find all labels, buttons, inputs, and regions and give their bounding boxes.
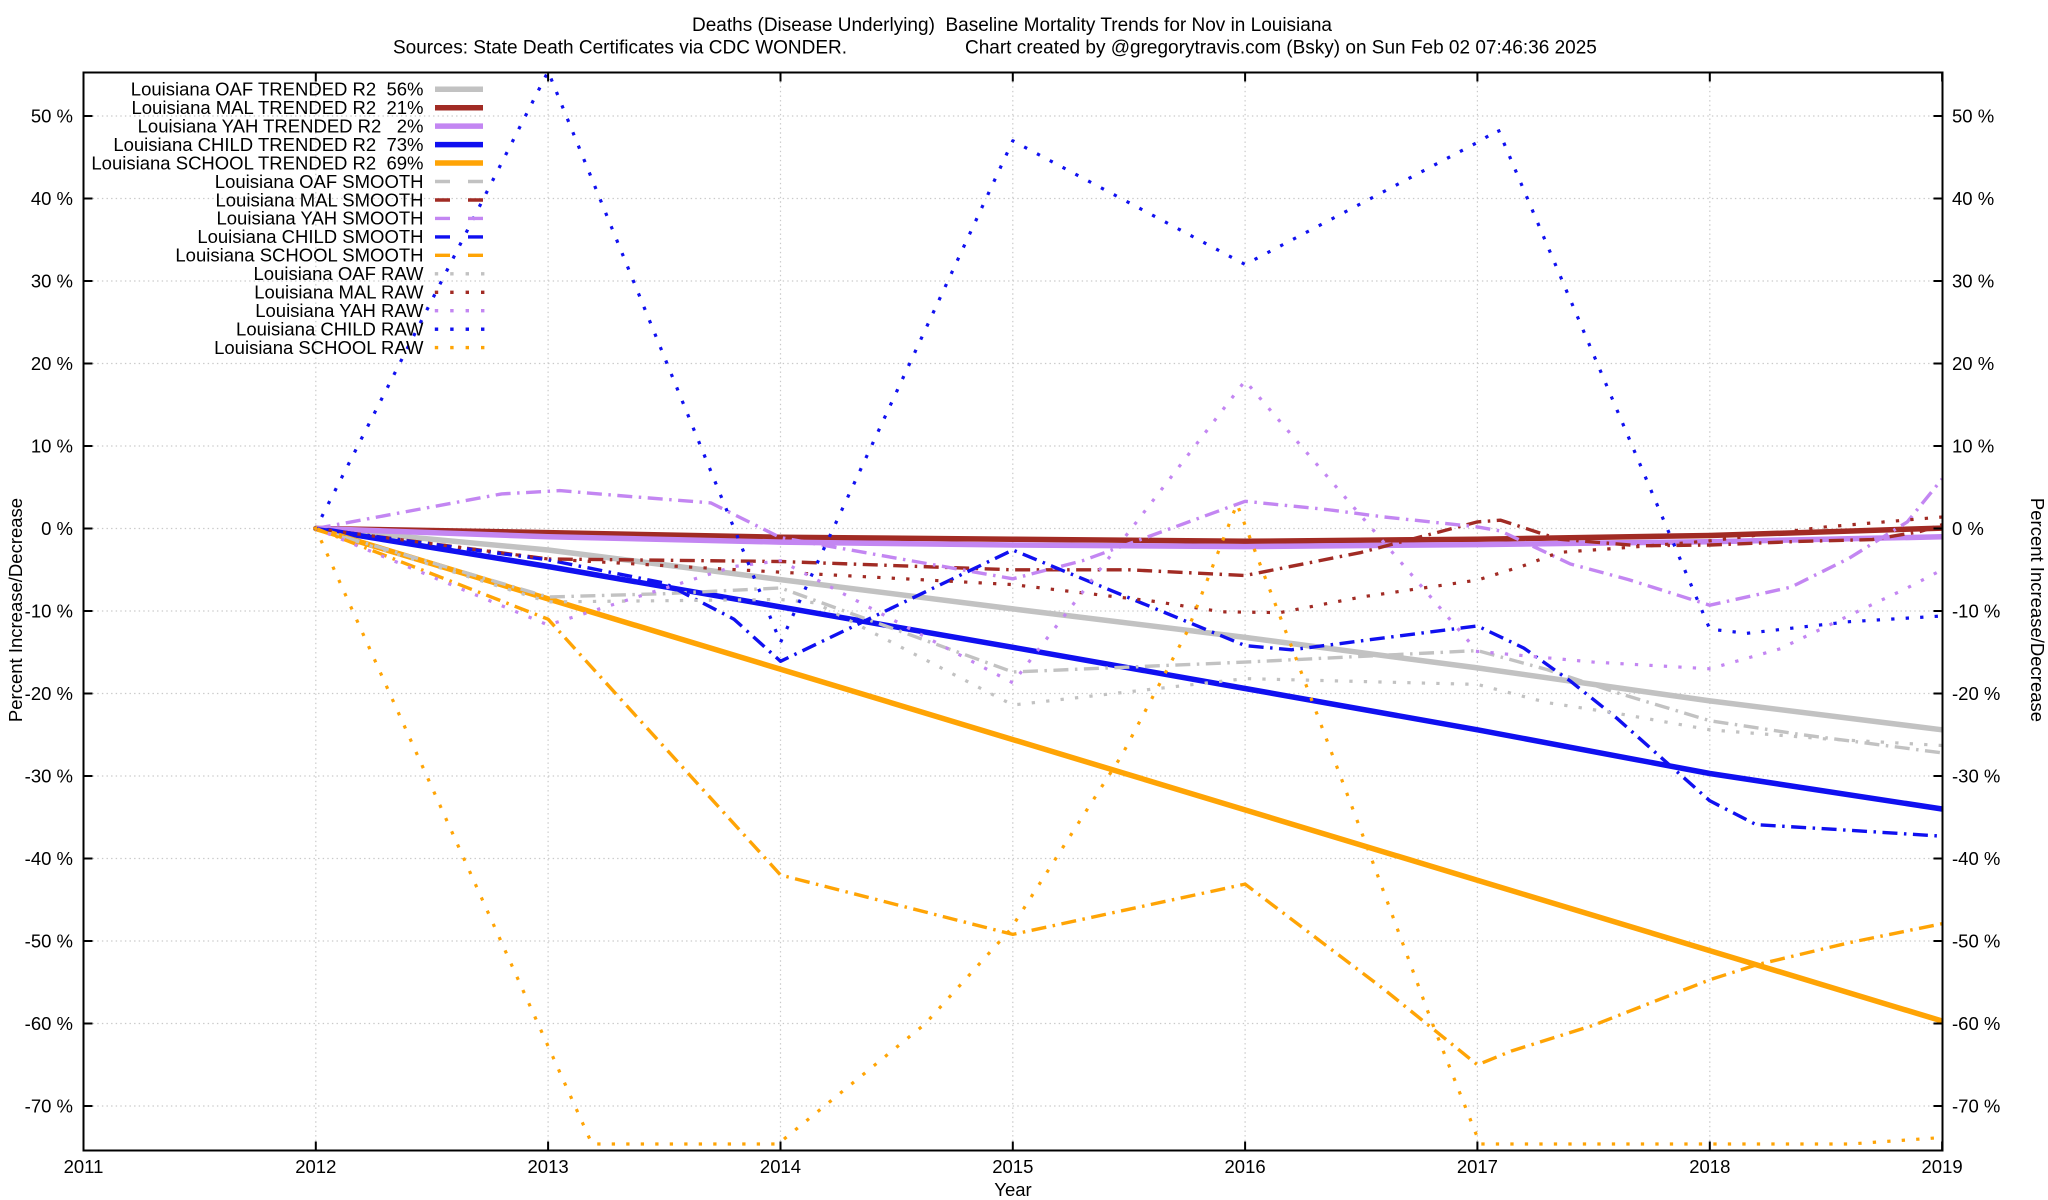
svg-text:Louisiana MAL SMOOTH: Louisiana MAL SMOOTH xyxy=(215,189,423,210)
svg-text:Sources: State Death Certifica: Sources: State Death Certificates via CD… xyxy=(393,38,847,59)
svg-text:40 %: 40 % xyxy=(31,188,73,209)
svg-text:2017: 2017 xyxy=(1457,1156,1498,1177)
svg-text:50 %: 50 % xyxy=(1952,106,1994,127)
svg-text:2012: 2012 xyxy=(295,1156,336,1177)
svg-text:-30 %: -30 % xyxy=(25,766,73,787)
svg-text:2018: 2018 xyxy=(1689,1156,1730,1177)
svg-text:Percent Increase/Decrease: Percent Increase/Decrease xyxy=(5,498,26,722)
svg-text:Chart created by @gregorytravi: Chart created by @gregorytravis.com (Bsk… xyxy=(965,38,1597,59)
svg-text:Louisiana OAF RAW: Louisiana OAF RAW xyxy=(254,263,425,284)
svg-text:Louisiana CHILD TRENDED R2 73: Louisiana CHILD TRENDED R2 73% xyxy=(113,134,423,155)
svg-text:-40 %: -40 % xyxy=(25,848,73,869)
svg-text:-60 %: -60 % xyxy=(25,1013,73,1034)
svg-text:-10 %: -10 % xyxy=(1952,601,2000,622)
svg-text:2016: 2016 xyxy=(1225,1156,1266,1177)
svg-text:10 %: 10 % xyxy=(1952,436,1994,457)
svg-text:Louisiana SCHOOL RAW: Louisiana SCHOOL RAW xyxy=(214,337,424,358)
svg-text:0 %: 0 % xyxy=(1952,518,1984,539)
svg-text:-20 %: -20 % xyxy=(25,683,73,704)
svg-text:2011: 2011 xyxy=(64,1156,104,1177)
svg-text:-60 %: -60 % xyxy=(1952,1013,2000,1034)
svg-text:20 %: 20 % xyxy=(31,353,73,374)
svg-text:30 %: 30 % xyxy=(1952,271,1994,292)
svg-text:Louisiana MAL TRENDED R2 21%: Louisiana MAL TRENDED R2 21% xyxy=(131,97,423,118)
svg-text:30 %: 30 % xyxy=(31,271,73,292)
svg-text:-70 %: -70 % xyxy=(25,1096,73,1117)
svg-text:0 %: 0 % xyxy=(41,518,73,539)
svg-text:-50 %: -50 % xyxy=(1952,931,2000,952)
svg-text:Louisiana CHILD RAW: Louisiana CHILD RAW xyxy=(236,319,424,340)
svg-text:-30 %: -30 % xyxy=(1952,766,2000,787)
svg-text:Louisiana OAF TRENDED R2 56%: Louisiana OAF TRENDED R2 56% xyxy=(131,79,424,100)
svg-text:Louisiana SCHOOL TRENDED R2 6: Louisiana SCHOOL TRENDED R2 69% xyxy=(91,152,423,173)
svg-text:Louisiana MAL RAW: Louisiana MAL RAW xyxy=(254,282,424,303)
svg-text:2015: 2015 xyxy=(992,1156,1033,1177)
svg-text:Deaths (Disease Underlying) B: Deaths (Disease Underlying) Baseline Mor… xyxy=(692,15,1332,36)
svg-text:-50 %: -50 % xyxy=(25,931,73,952)
svg-text:20 %: 20 % xyxy=(1952,353,1994,374)
svg-text:Louisiana CHILD SMOOTH: Louisiana CHILD SMOOTH xyxy=(197,226,423,247)
svg-text:Louisiana YAH SMOOTH: Louisiana YAH SMOOTH xyxy=(216,208,423,229)
svg-text:40 %: 40 % xyxy=(1952,188,1994,209)
svg-text:-70 %: -70 % xyxy=(1952,1096,2000,1117)
svg-text:2014: 2014 xyxy=(760,1156,801,1177)
svg-text:Year: Year xyxy=(994,1179,1031,1200)
svg-text:10 %: 10 % xyxy=(31,436,73,457)
svg-text:2013: 2013 xyxy=(528,1156,569,1177)
svg-text:-40 %: -40 % xyxy=(1952,848,2000,869)
svg-text:Percent Increase/Decrease: Percent Increase/Decrease xyxy=(2027,498,2048,722)
svg-text:-20 %: -20 % xyxy=(1952,683,2000,704)
svg-text:2019: 2019 xyxy=(1922,1156,1963,1177)
svg-text:-10 %: -10 % xyxy=(25,601,73,622)
svg-text:Louisiana YAH RAW: Louisiana YAH RAW xyxy=(255,300,424,321)
svg-text:Louisiana SCHOOL SMOOTH: Louisiana SCHOOL SMOOTH xyxy=(175,245,423,266)
svg-text:Louisiana YAH TRENDED R2 2%: Louisiana YAH TRENDED R2 2% xyxy=(138,115,424,136)
svg-text:Louisiana OAF SMOOTH: Louisiana OAF SMOOTH xyxy=(215,171,424,192)
svg-text:50 %: 50 % xyxy=(31,106,73,127)
